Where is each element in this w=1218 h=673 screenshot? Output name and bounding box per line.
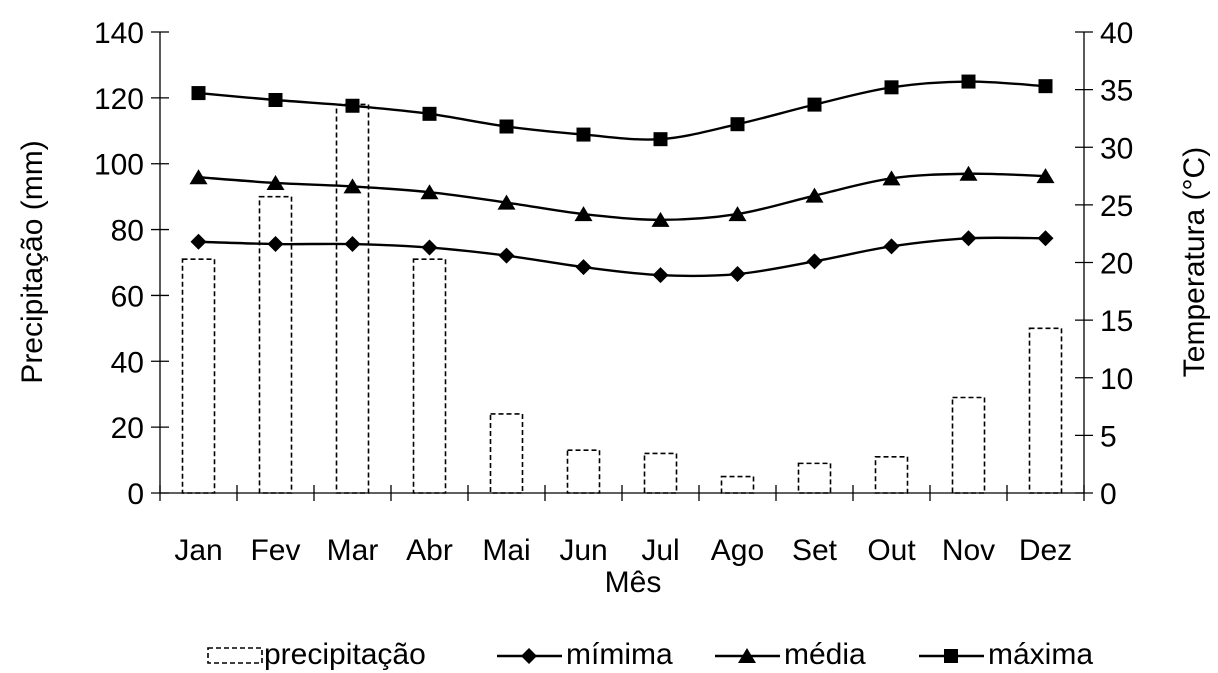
y-axis-right-title: Temperatura (°C) bbox=[1178, 147, 1211, 377]
legend: precipitação mímima média máxima bbox=[207, 638, 1093, 671]
point-1-mar bbox=[343, 178, 362, 194]
bar-jan bbox=[181, 258, 216, 494]
point-2-jul bbox=[653, 132, 668, 147]
y-right-tick-label: 20 bbox=[1100, 248, 1133, 281]
point-0-set bbox=[806, 253, 823, 270]
point-1-fev bbox=[266, 174, 285, 190]
series-line-1 bbox=[198, 172, 1046, 222]
x-tick-label-out: Out bbox=[867, 534, 916, 567]
point-0-ago bbox=[729, 266, 746, 283]
x-tick-label-ago: Ago bbox=[711, 534, 764, 567]
y-axis-left-title: Precipitação (mm) bbox=[16, 140, 49, 383]
point-1-set bbox=[805, 187, 824, 203]
point-2-ago bbox=[730, 117, 745, 132]
y-left-tick-label: 120 bbox=[94, 83, 144, 116]
y-right-tick-label: 40 bbox=[1100, 17, 1133, 50]
point-0-dez bbox=[1037, 230, 1054, 247]
legend-marker-minima bbox=[521, 648, 537, 664]
point-0-out bbox=[883, 238, 900, 255]
point-2-dez bbox=[1038, 79, 1053, 94]
point-0-fev bbox=[267, 236, 284, 253]
y-left-tick-label: 20 bbox=[111, 412, 144, 445]
point-2-fev bbox=[268, 92, 283, 107]
point-1-out bbox=[882, 170, 901, 186]
axes bbox=[151, 31, 1093, 501]
y-right-tick-label: 0 bbox=[1100, 478, 1117, 511]
point-0-mai bbox=[498, 247, 515, 264]
x-tick-label-fev: Fev bbox=[250, 534, 300, 567]
point-1-mai bbox=[497, 194, 516, 210]
legend-swatch-precipitation bbox=[207, 647, 263, 664]
point-2-jan bbox=[191, 86, 206, 101]
y-left-tick-label: 0 bbox=[127, 478, 144, 511]
legend-label-maxima: máxima bbox=[988, 638, 1093, 671]
x-tick-label-nov: Nov bbox=[942, 534, 995, 567]
point-0-jun bbox=[575, 259, 592, 276]
point-2-mai bbox=[499, 119, 514, 134]
legend-marker-media bbox=[738, 648, 756, 663]
point-1-ago bbox=[728, 206, 747, 222]
bar-ago bbox=[720, 475, 755, 494]
bar-out bbox=[874, 455, 909, 494]
bar-set bbox=[797, 462, 832, 494]
point-1-jun bbox=[574, 206, 593, 222]
point-1-jan bbox=[189, 169, 208, 185]
bar-jun bbox=[566, 449, 601, 494]
y-left-tick-label: 40 bbox=[111, 346, 144, 379]
temperature-lines bbox=[189, 74, 1055, 284]
point-2-set bbox=[807, 97, 822, 112]
y-right-tick-label: 35 bbox=[1100, 75, 1133, 108]
legend-label-media: média bbox=[784, 638, 866, 671]
bar-abr bbox=[412, 258, 447, 494]
x-tick-label-set: Set bbox=[792, 534, 838, 567]
point-1-abr bbox=[420, 184, 439, 200]
point-2-nov bbox=[961, 74, 976, 89]
y-right-tick-label: 5 bbox=[1100, 420, 1117, 453]
x-tick-label-jul: Jul bbox=[641, 534, 679, 567]
tick-labels: 0 20 40 60 80 100 120 140 0 5 10 15 20 25 30 35 40 Jan Fev… bbox=[94, 17, 1133, 567]
legend-marker-maxima bbox=[944, 649, 958, 663]
x-tick-label-abr: Abr bbox=[406, 534, 453, 567]
x-tick-label-mar: Mar bbox=[327, 534, 379, 567]
bar-dez bbox=[1028, 327, 1063, 494]
point-0-jul bbox=[652, 267, 669, 284]
legend-label-precipitation: precipitação bbox=[264, 638, 426, 671]
legend-label-minima: mímima bbox=[566, 638, 673, 671]
x-tick-label-mai: Mai bbox=[482, 534, 530, 567]
x-tick-label-jan: Jan bbox=[174, 534, 222, 567]
x-axis-title: Mês bbox=[605, 566, 662, 599]
point-0-jan bbox=[190, 233, 207, 250]
point-2-mar bbox=[345, 98, 360, 113]
y-left-tick-label: 60 bbox=[111, 280, 144, 313]
x-tick-label-dez: Dez bbox=[1019, 534, 1072, 567]
y-left-tick-label: 140 bbox=[94, 17, 144, 50]
y-left-tick-label: 80 bbox=[111, 215, 144, 248]
y-right-tick-label: 30 bbox=[1100, 132, 1133, 165]
point-0-nov bbox=[960, 230, 977, 247]
point-2-abr bbox=[422, 106, 437, 121]
bar-jul bbox=[643, 452, 678, 494]
point-1-jul bbox=[651, 211, 670, 227]
series-line-0 bbox=[198, 236, 1046, 278]
point-2-out bbox=[884, 80, 899, 95]
y-left-tick-label: 100 bbox=[94, 149, 144, 182]
point-1-dez bbox=[1036, 168, 1055, 184]
series-line-2 bbox=[198, 80, 1046, 141]
point-0-abr bbox=[421, 239, 438, 256]
y-right-tick-label: 25 bbox=[1100, 190, 1133, 223]
y-right-tick-label: 15 bbox=[1100, 305, 1133, 338]
x-tick-label-jun: Jun bbox=[559, 534, 607, 567]
point-0-mar bbox=[344, 236, 361, 253]
bar-mar bbox=[335, 103, 370, 494]
precipitation-bars bbox=[181, 103, 1063, 494]
point-1-nov bbox=[959, 165, 978, 181]
bar-nov bbox=[951, 396, 986, 494]
y-right-tick-label: 10 bbox=[1100, 363, 1133, 396]
point-2-jun bbox=[576, 127, 591, 142]
bar-mai bbox=[489, 413, 524, 494]
